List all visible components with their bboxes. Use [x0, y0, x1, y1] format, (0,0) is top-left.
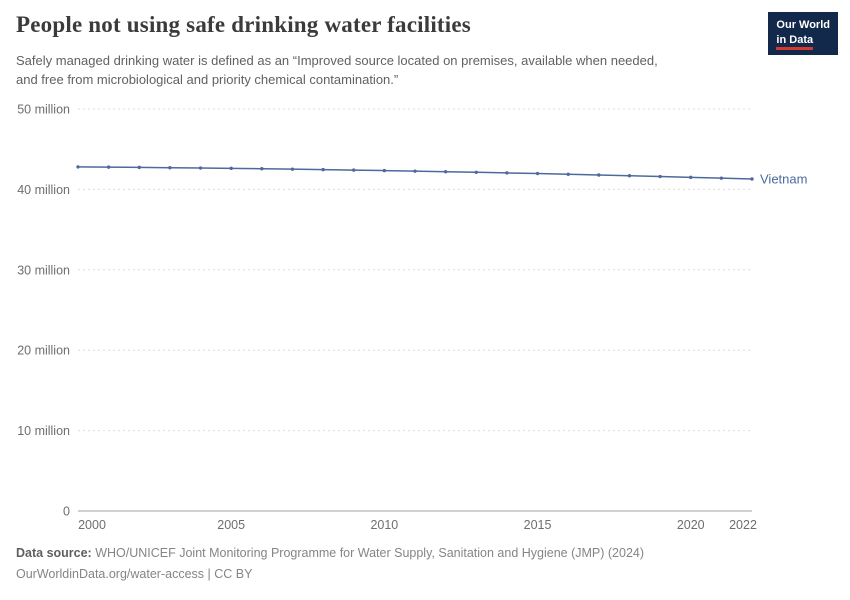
y-tick-label: 20 million [17, 344, 70, 358]
data-source-label: Data source: [16, 546, 92, 560]
data-point [382, 168, 387, 173]
x-tick-label: 2010 [370, 518, 398, 532]
data-point [168, 165, 172, 170]
x-tick-label: 2005 [217, 518, 245, 532]
x-tick-label: 2000 [78, 518, 106, 532]
data-point [260, 167, 264, 171]
license-line: OurWorldinData.org/water-access | CC BY [16, 567, 253, 582]
owid-logo: Our World in Data [768, 12, 838, 55]
data-point [658, 174, 662, 179]
data-point [352, 168, 356, 172]
data-point [535, 171, 540, 176]
data-source-text: WHO/UNICEF Joint Monitoring Programme fo… [91, 546, 645, 560]
data-source-line: Data source: WHO/UNICEF Joint Monitoring… [16, 543, 644, 564]
series-label: Vietnam [760, 171, 807, 186]
series-vietnam[interactable]: Vietnam [76, 165, 807, 186]
y-tick-label: 50 million [17, 103, 70, 117]
data-point [566, 172, 570, 176]
series-line [77, 166, 753, 180]
data-point [229, 166, 233, 171]
data-point [474, 170, 478, 174]
y-tick-label: 40 million [17, 183, 70, 197]
data-point [413, 169, 417, 173]
data-point [137, 165, 141, 170]
owid-logo-line2: in Data [776, 33, 830, 50]
x-tick-label: 2020 [677, 518, 705, 532]
y-tick-label: 0 [63, 505, 70, 519]
owid-logo-line1: Our World [776, 19, 830, 31]
data-point [505, 171, 509, 175]
chart-header: People not using safe drinking water fac… [16, 12, 838, 55]
data-point [689, 175, 693, 180]
data-point [76, 165, 80, 169]
chart-subtitle: Safely managed drinking water is defined… [16, 53, 658, 87]
y-tick-label: 10 million [17, 424, 70, 438]
chart-footer: Data source: WHO/UNICEF Joint Monitoring… [16, 543, 644, 586]
data-point [627, 174, 632, 178]
x-tick-label: 2022 [729, 518, 757, 532]
data-point [198, 166, 203, 170]
data-point [597, 173, 601, 177]
chart-title: People not using safe drinking water fac… [16, 12, 471, 37]
data-point [290, 167, 295, 171]
data-point [719, 176, 724, 180]
x-tick-label: 2015 [524, 518, 552, 532]
data-point [106, 165, 111, 169]
data-point [321, 167, 325, 172]
data-point [443, 170, 448, 174]
data-point [750, 177, 754, 181]
y-tick-label: 30 million [17, 263, 70, 277]
